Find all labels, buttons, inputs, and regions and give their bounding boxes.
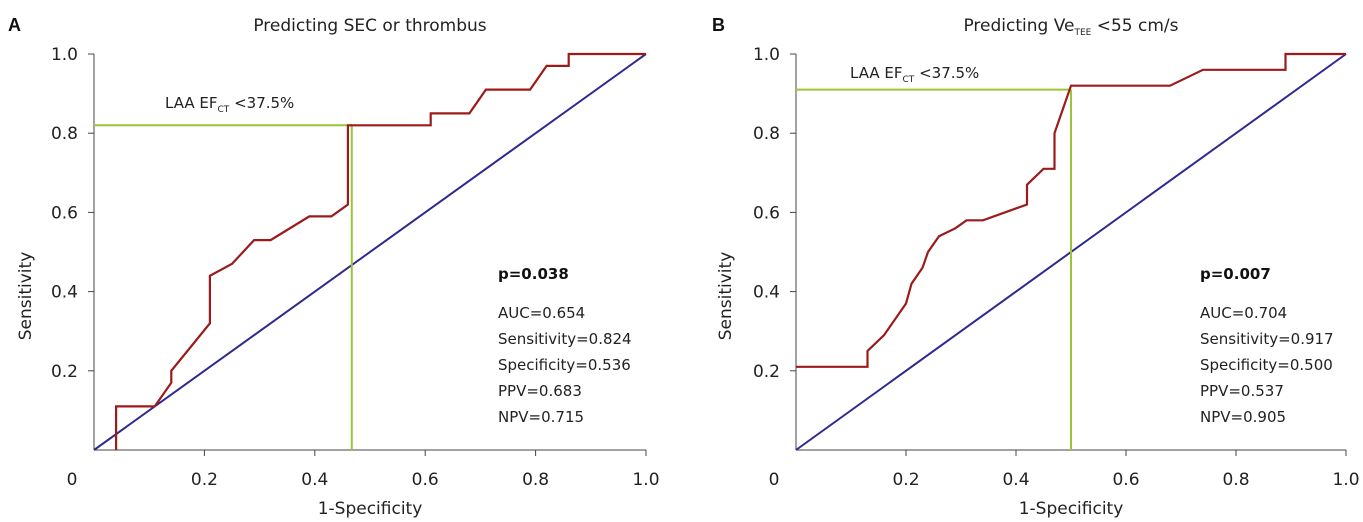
chart-title-a: Predicting SEC or thrombus — [253, 16, 486, 36]
stat-npv-b: NPV=0.905 — [1200, 408, 1286, 426]
stat-auc-b: AUC=0.704 — [1200, 304, 1287, 322]
cutoff-label-a: LAA EFCT <37.5% — [165, 94, 294, 115]
x-tick-label-b: 1.0 — [1332, 470, 1359, 490]
chart-panel-a: A Predicting SEC or thrombus Sensitivity… — [8, 15, 660, 519]
x-tick-label-b: 0.4 — [1002, 470, 1029, 490]
chart-title-b: Predicting VeTEE <55 cm/s — [963, 16, 1178, 38]
y-tick-label-a: 0.4 — [51, 283, 78, 303]
y-tick-label-a: 0.6 — [51, 203, 78, 223]
y-axis-title-b: Sensitivity — [716, 252, 736, 341]
roc-curve-a — [114, 52, 646, 450]
stat-sensitivity-b: Sensitivity=0.917 — [1200, 330, 1334, 348]
roc-curve-b — [796, 52, 1346, 368]
y-tick-label-a: 1.0 — [51, 45, 78, 65]
y-tick-label-a: 0.8 — [51, 124, 78, 144]
stat-specificity-a: Specificity=0.536 — [498, 356, 631, 374]
y-tick-label-b: 0.2 — [753, 362, 780, 382]
y-axis-title-a: Sensitivity — [16, 252, 36, 341]
p-value-a: p=0.038 — [498, 265, 569, 283]
x-tick-label-b: 0 — [769, 470, 780, 490]
stat-auc-a: AUC=0.654 — [498, 304, 585, 322]
x-tick-label-a: 0.4 — [301, 470, 328, 490]
panel-letter-b: B — [712, 15, 725, 35]
stats-block-b: AUC=0.704 Sensitivity=0.917 Specificity=… — [1200, 304, 1334, 426]
y-tick-label-b: 0.6 — [753, 203, 780, 223]
panel-letter-a: A — [8, 15, 21, 35]
x-axis-title-a: 1-Specificity — [318, 499, 423, 519]
y-tick-label-a: 0.2 — [51, 362, 78, 382]
x-tick-label-a: 0 — [67, 470, 78, 490]
cutoff-label-b: LAA EFCT <37.5% — [850, 64, 979, 85]
p-value-b: p=0.007 — [1200, 265, 1271, 283]
x-axis-title-b: 1-Specificity — [1019, 499, 1124, 519]
x-tick-label-a: 1.0 — [632, 470, 659, 490]
x-tick-label-a: 0.6 — [412, 470, 439, 490]
stat-npv-a: NPV=0.715 — [498, 408, 584, 426]
stat-ppv-b: PPV=0.537 — [1200, 382, 1284, 400]
x-tick-label-b: 0.6 — [1112, 470, 1139, 490]
x-tick-label-a: 0.2 — [191, 470, 218, 490]
y-tick-label-b: 1.0 — [753, 45, 780, 65]
chart-panel-b: B Predicting VeTEE <55 cm/s Sensitivity … — [712, 15, 1360, 519]
x-tick-label-a: 0.8 — [522, 470, 549, 490]
stats-block-a: AUC=0.654 Sensitivity=0.824 Specificity=… — [498, 304, 632, 426]
stat-specificity-b: Specificity=0.500 — [1200, 356, 1333, 374]
stat-sensitivity-a: Sensitivity=0.824 — [498, 330, 632, 348]
stat-ppv-a: PPV=0.683 — [498, 382, 582, 400]
x-tick-label-b: 0.8 — [1222, 470, 1249, 490]
reference-line-a — [93, 53, 647, 451]
y-tick-label-b: 0.8 — [753, 124, 780, 144]
y-tick-label-b: 0.4 — [753, 283, 780, 303]
x-tick-label-b: 0.2 — [892, 470, 919, 490]
